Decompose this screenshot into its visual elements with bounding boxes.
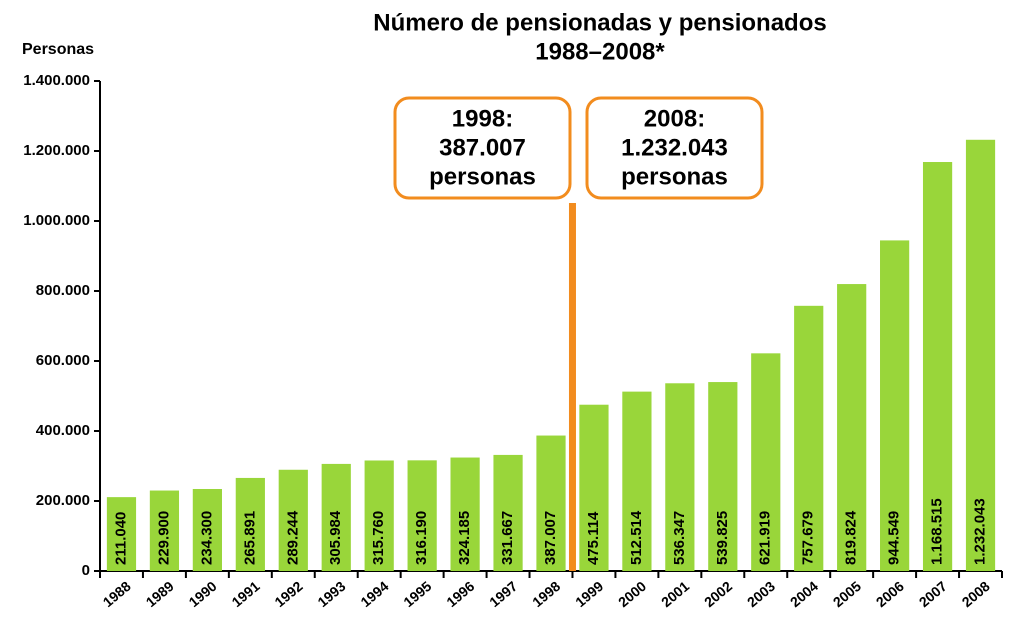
x-tick-label: 1991 bbox=[228, 578, 262, 610]
bar bbox=[837, 284, 867, 571]
x-tick-label: 1997 bbox=[486, 578, 520, 610]
annotation-text: 2008: bbox=[644, 105, 705, 132]
value-label: 265.891 bbox=[241, 511, 258, 565]
x-tick-label: 2007 bbox=[916, 578, 950, 610]
y-tick-label: 600.000 bbox=[36, 352, 90, 369]
bar bbox=[493, 454, 523, 571]
value-label: 539.825 bbox=[714, 511, 731, 565]
x-tick-label: 2006 bbox=[873, 578, 907, 610]
value-label: 387.007 bbox=[542, 511, 559, 565]
bar bbox=[407, 460, 437, 571]
x-tick-label: 1993 bbox=[314, 578, 348, 610]
x-tick-label: 2008 bbox=[959, 578, 993, 610]
value-label: 315.760 bbox=[370, 511, 387, 565]
value-label: 305.984 bbox=[327, 510, 344, 565]
bar bbox=[321, 463, 351, 571]
x-tick-label: 2000 bbox=[615, 578, 649, 610]
bar bbox=[106, 497, 137, 571]
chart-title: Número de pensionadas y pensionados bbox=[373, 9, 826, 36]
bar bbox=[579, 404, 609, 571]
bar bbox=[364, 460, 394, 571]
bar bbox=[149, 490, 180, 571]
x-tick-label: 2001 bbox=[658, 578, 692, 610]
annotation-text: personas bbox=[429, 163, 536, 190]
value-label: 819.824 bbox=[843, 510, 860, 565]
y-tick-label: 1.400.000 bbox=[23, 72, 90, 89]
x-tick-label: 1989 bbox=[143, 578, 177, 610]
annotation-box bbox=[393, 96, 572, 200]
bar bbox=[751, 353, 781, 571]
bar bbox=[622, 391, 652, 571]
x-tick-label: 2005 bbox=[830, 578, 864, 610]
bar bbox=[192, 488, 222, 571]
x-tick-label: 1996 bbox=[443, 578, 477, 610]
x-tick-label: 2002 bbox=[701, 578, 735, 610]
y-tick-label: 1.000.000 bbox=[23, 212, 90, 229]
value-label: 757.679 bbox=[800, 511, 817, 565]
value-label: 536.347 bbox=[671, 511, 688, 565]
bar bbox=[278, 469, 308, 571]
annotation-text: 387.007 bbox=[439, 134, 526, 161]
value-label: 1.232.043 bbox=[971, 498, 988, 565]
x-tick-label: 1998 bbox=[529, 578, 563, 610]
value-label: 324.185 bbox=[456, 511, 473, 565]
bar bbox=[965, 139, 996, 571]
x-tick-label: 2003 bbox=[744, 578, 778, 610]
value-label: 229.900 bbox=[155, 511, 172, 565]
x-tick-label: 1999 bbox=[572, 578, 606, 610]
annotation-text: personas bbox=[621, 163, 728, 190]
bar bbox=[235, 477, 265, 571]
y-tick-label: 200.000 bbox=[36, 492, 90, 509]
value-label: 234.300 bbox=[198, 511, 215, 565]
x-tick-label: 1988 bbox=[100, 578, 134, 610]
bar bbox=[880, 240, 910, 572]
value-label: 1.168.515 bbox=[929, 498, 946, 565]
y-tick-label: 400.000 bbox=[36, 422, 90, 439]
value-label: 944.549 bbox=[886, 511, 903, 565]
bar bbox=[794, 305, 824, 571]
y-tick-label: 0 bbox=[82, 562, 90, 579]
chart-subtitle: 1988–2008* bbox=[535, 38, 665, 65]
value-label: 512.514 bbox=[628, 510, 645, 565]
x-tick-label: 1990 bbox=[186, 578, 220, 610]
x-tick-label: 1995 bbox=[400, 578, 434, 610]
value-label: 289.244 bbox=[284, 510, 301, 565]
annotation-text: 1.232.043 bbox=[621, 134, 728, 161]
annotation-box bbox=[585, 96, 764, 200]
bar bbox=[708, 382, 738, 571]
bar bbox=[450, 457, 480, 571]
value-label: 475.114 bbox=[585, 511, 602, 565]
y-tick-label: 800.000 bbox=[36, 282, 90, 299]
value-label: 316.190 bbox=[413, 511, 430, 565]
bar bbox=[922, 162, 953, 571]
bar bbox=[665, 383, 695, 571]
y-tick-label: 1.200.000 bbox=[23, 142, 90, 159]
y-axis-label: Personas bbox=[22, 41, 94, 58]
x-tick-label: 1994 bbox=[357, 578, 391, 610]
value-label: 211.040 bbox=[112, 512, 129, 565]
value-label: 331.667 bbox=[499, 511, 516, 565]
annotation-text: 1998: bbox=[452, 105, 513, 132]
bar bbox=[536, 435, 566, 571]
x-tick-label: 2004 bbox=[787, 578, 821, 610]
value-label: 621.919 bbox=[757, 511, 774, 565]
x-tick-label: 1992 bbox=[271, 578, 305, 610]
